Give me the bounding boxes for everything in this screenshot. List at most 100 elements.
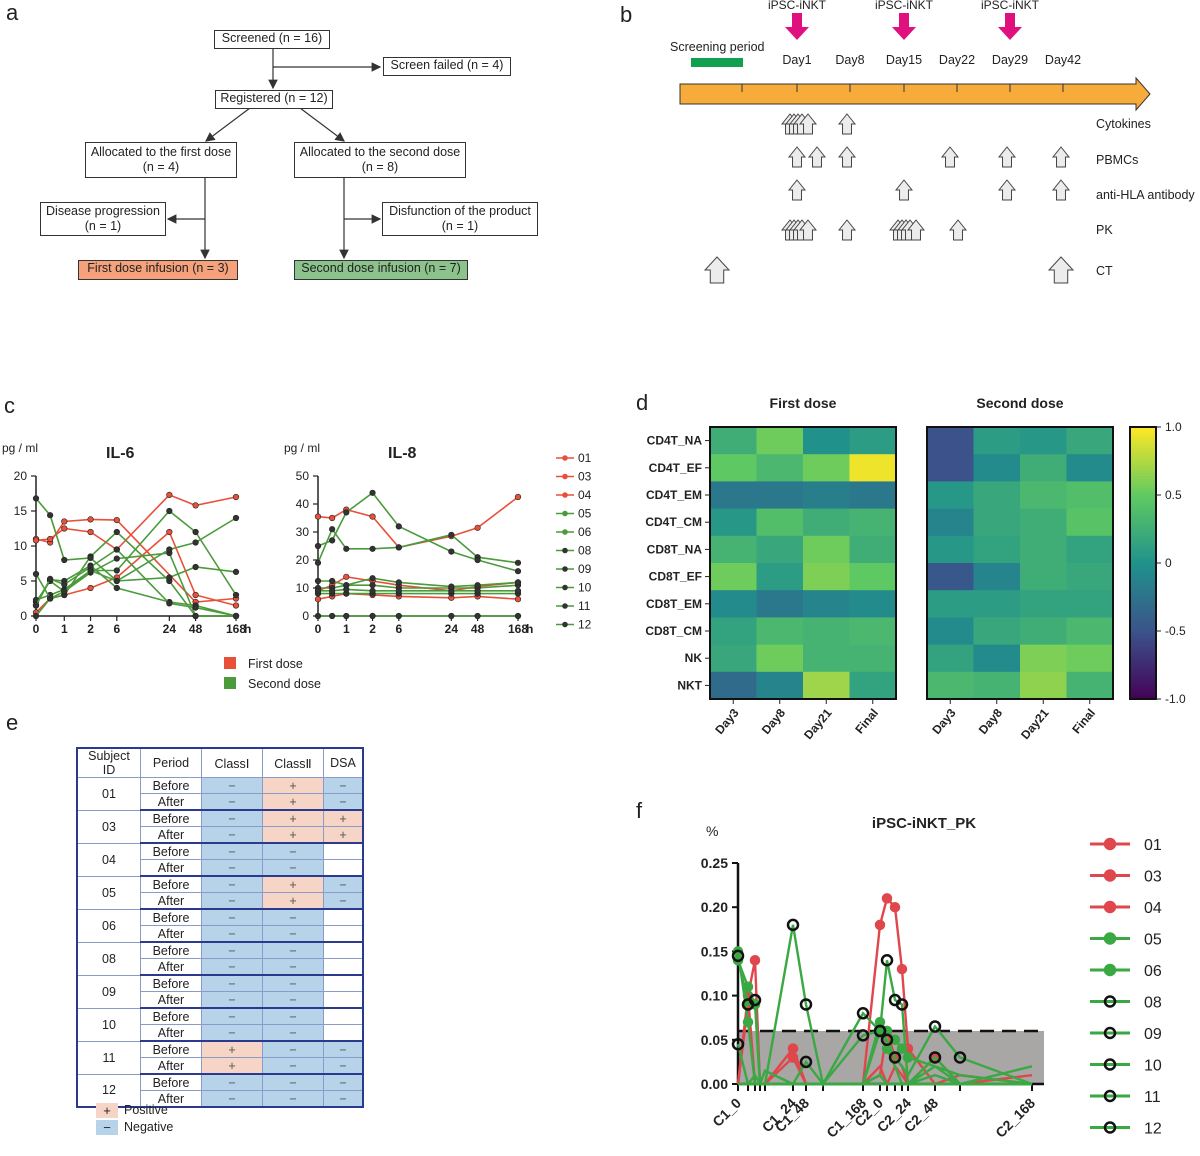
first-cell [849,481,897,510]
pk-point-03 [787,1043,799,1054]
first-row-label: NKT [677,678,702,692]
flow-arrows [166,49,382,260]
il6-point-06 [113,555,120,562]
legend-label-01: 01 [578,451,592,465]
il6-point-12 [232,568,240,575]
colorbar-band [1130,549,1156,553]
legend-label-12: 12 [578,618,592,632]
legend-marker-04 [562,492,568,498]
colorbar-band [1130,658,1156,662]
il8-ytick-label: 10 [296,581,310,595]
colorbar-band [1130,565,1156,570]
subject-id-cell: 03 [76,809,141,844]
colorbar-band [1130,685,1156,689]
up-arrow-icon [703,256,731,284]
colorbar-band [1130,530,1156,534]
colorbar-band [1130,571,1156,575]
colorbar-band [1130,465,1156,469]
colorbar-band [1130,622,1156,627]
il8-xunit: h [526,622,533,636]
pk-legend-marker-06 [1103,963,1117,977]
result-cell [323,925,364,943]
up-arrow-icon [837,219,857,241]
period-cell: After [140,826,202,844]
first-cell [849,454,897,482]
pk-title: iPSC-iNKT_PK [872,815,976,832]
result-cell: − [323,1040,364,1058]
result-cell: − [323,892,364,910]
second-cell [1066,563,1114,591]
period-cell: After [140,793,202,811]
colorbar-band [1130,601,1156,605]
subject-id-cell: 01 [76,777,141,811]
period-cell: Before [140,1073,202,1091]
colorbar-band [1130,674,1156,678]
day-label: Day42 [1045,53,1081,67]
colorbar-band [1130,688,1156,692]
result-cell: − [262,1057,324,1075]
second-cell [973,454,1021,482]
il6-xtick-label: 48 [189,622,203,636]
second-title: Second dose [976,395,1063,411]
colorbar-band [1130,671,1156,676]
pk-xtick-label: C1_0 [709,1095,744,1130]
pk-ytick-label: 0.00 [701,1076,728,1092]
colorbar-band [1130,429,1156,434]
header-class2: ClassⅡ [262,747,324,778]
legend-label-11: 11 [578,599,591,613]
table-row: After − + − [77,793,364,811]
second-cell [973,590,1021,618]
first-cell [803,427,850,455]
result-cell: − [262,1024,324,1042]
colorbar-band [1130,503,1156,507]
panel-label-e: e [6,710,19,735]
row-label: CT [1096,264,1113,278]
il6-point-11 [166,546,173,553]
colorbar-band [1130,437,1156,442]
result-cell: − [262,908,324,926]
subject-id-cell: 12 [76,1073,141,1108]
result-cell: + [262,826,324,844]
result-cell [323,859,364,877]
il8-point-06 [329,526,336,533]
inkt-arrow [998,13,1022,40]
header-dsa: DSA [323,747,364,778]
second-cell [927,508,974,537]
first-cell [803,590,850,618]
second-cell [973,427,1021,455]
il8-point-11 [314,587,322,594]
second-col-label: Day8 [976,706,1005,737]
pk-ytick-label: 0.10 [701,988,728,1004]
table-row: After − − [77,859,364,877]
first-cell [803,481,850,510]
il6-point-04 [192,591,199,599]
up-arrow-icon [997,179,1017,201]
il8-point-12 [369,575,376,582]
first-cell [756,535,804,564]
il6-point-08 [192,528,199,536]
pk-legend-marker-09 [1103,1026,1117,1040]
pk-ylabel: % [706,823,718,839]
inkt-label: iPSC-iNKT [768,0,827,12]
result-cell: − [262,842,324,860]
colorbar-band [1130,475,1156,480]
colorbar-band [1130,462,1156,466]
table-row: 09 Before − − [76,974,364,1009]
second-cell [1020,590,1067,618]
il8-point-03 [329,514,336,522]
result-cell: − [323,1073,364,1091]
colorbar-band [1130,587,1156,591]
subject-id-cell: 09 [76,974,141,1009]
inkt-arrow [785,13,809,40]
colorbar-band [1130,573,1156,578]
result-cell: − [201,793,263,811]
flow-disease-progression: Disease progression (n = 1) [40,202,166,236]
colorbar-band [1130,669,1156,673]
il8-xtick-label: 0 [315,622,322,636]
second-col-label: Final [1069,706,1098,736]
il6-point-12 [166,574,173,581]
result-cell: + [201,1040,263,1058]
first-cell [756,671,804,700]
il6-point-09 [47,575,54,582]
up-arrow-icon [787,179,807,201]
